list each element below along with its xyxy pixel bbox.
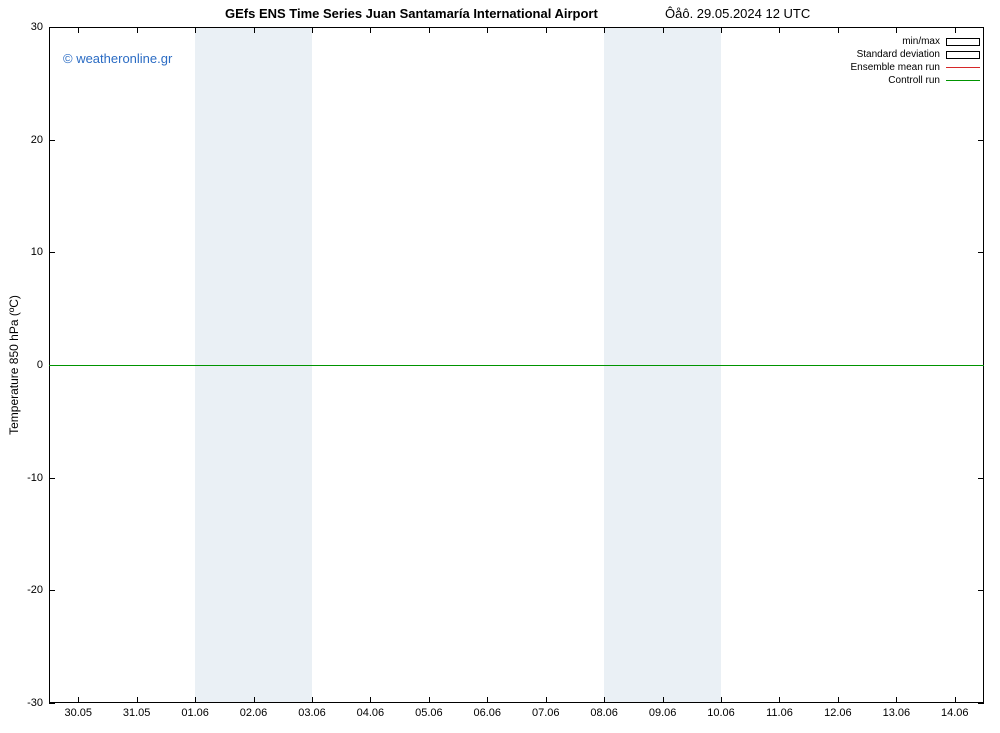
ytick-label: -30 (27, 697, 49, 709)
plot-area: © weatheronline.gr min/max Standard devia… (49, 27, 984, 703)
xtick-mark (429, 27, 430, 33)
xtick-label: 01.06 (181, 703, 209, 719)
xtick-mark (955, 27, 956, 33)
ytick-label: 30 (31, 21, 49, 33)
xtick-mark (663, 27, 664, 33)
xtick-mark (195, 27, 196, 33)
chart-container: GEfs ENS Time Series Juan Santamaría Int… (0, 0, 1000, 733)
ytick-mark (978, 590, 984, 591)
xtick-mark (838, 27, 839, 33)
xtick-mark (721, 27, 722, 33)
xtick-label: 07.06 (532, 703, 560, 719)
legend-swatch (946, 67, 980, 68)
ytick-mark (978, 140, 984, 141)
ytick-label: 0 (37, 359, 49, 371)
xtick-label: 30.05 (64, 703, 92, 719)
ytick-label: -20 (27, 584, 49, 596)
xtick-label: 08.06 (590, 703, 618, 719)
chart-title-right: Ôåô. 29.05.2024 12 UTC (665, 6, 810, 21)
xtick-label: 03.06 (298, 703, 326, 719)
ytick-mark (49, 27, 55, 28)
legend-label: Standard deviation (857, 49, 940, 60)
legend-item: Standard deviation (851, 48, 981, 61)
xtick-mark (370, 27, 371, 33)
xtick-mark (312, 27, 313, 33)
xtick-mark (487, 27, 488, 33)
ytick-mark (978, 478, 984, 479)
legend-item: Ensemble mean run (851, 61, 981, 74)
xtick-mark (254, 27, 255, 33)
y-axis-label: Temperature 850 hPa (ºC) (7, 295, 21, 435)
xtick-mark (779, 27, 780, 33)
legend-item: Controll run (851, 74, 981, 87)
xtick-mark (896, 27, 897, 33)
ytick-label: -10 (27, 472, 49, 484)
xtick-label: 06.06 (474, 703, 502, 719)
ytick-mark (978, 252, 984, 253)
legend-label: min/max (902, 36, 940, 47)
xtick-label: 14.06 (941, 703, 969, 719)
xtick-label: 12.06 (824, 703, 852, 719)
xtick-mark (137, 27, 138, 33)
chart-title-left: GEfs ENS Time Series Juan Santamaría Int… (225, 6, 598, 21)
xtick-label: 13.06 (883, 703, 911, 719)
ytick-mark (49, 590, 55, 591)
xtick-label: 09.06 (649, 703, 677, 719)
legend: min/max Standard deviation Ensemble mean r… (851, 35, 981, 87)
ytick-mark (49, 252, 55, 253)
xtick-label: 11.06 (766, 703, 793, 719)
controll-run-line (49, 365, 984, 366)
ytick-mark (978, 703, 984, 704)
legend-swatch (946, 38, 980, 46)
xtick-label: 02.06 (240, 703, 268, 719)
ytick-mark (49, 140, 55, 141)
xtick-mark (78, 27, 79, 33)
xtick-label: 31.05 (123, 703, 151, 719)
xtick-label: 10.06 (707, 703, 735, 719)
legend-swatch (946, 51, 980, 59)
xtick-mark (546, 27, 547, 33)
ytick-mark (978, 27, 984, 28)
xtick-label: 04.06 (357, 703, 385, 719)
legend-label: Controll run (888, 75, 940, 86)
ytick-label: 10 (31, 246, 49, 258)
xtick-mark (604, 27, 605, 33)
legend-item: min/max (851, 35, 981, 48)
legend-label: Ensemble mean run (851, 62, 941, 73)
watermark: © weatheronline.gr (63, 51, 172, 66)
ytick-mark (49, 478, 55, 479)
xtick-label: 05.06 (415, 703, 443, 719)
ytick-mark (49, 703, 55, 704)
ytick-label: 20 (31, 134, 49, 146)
legend-swatch (946, 80, 980, 81)
